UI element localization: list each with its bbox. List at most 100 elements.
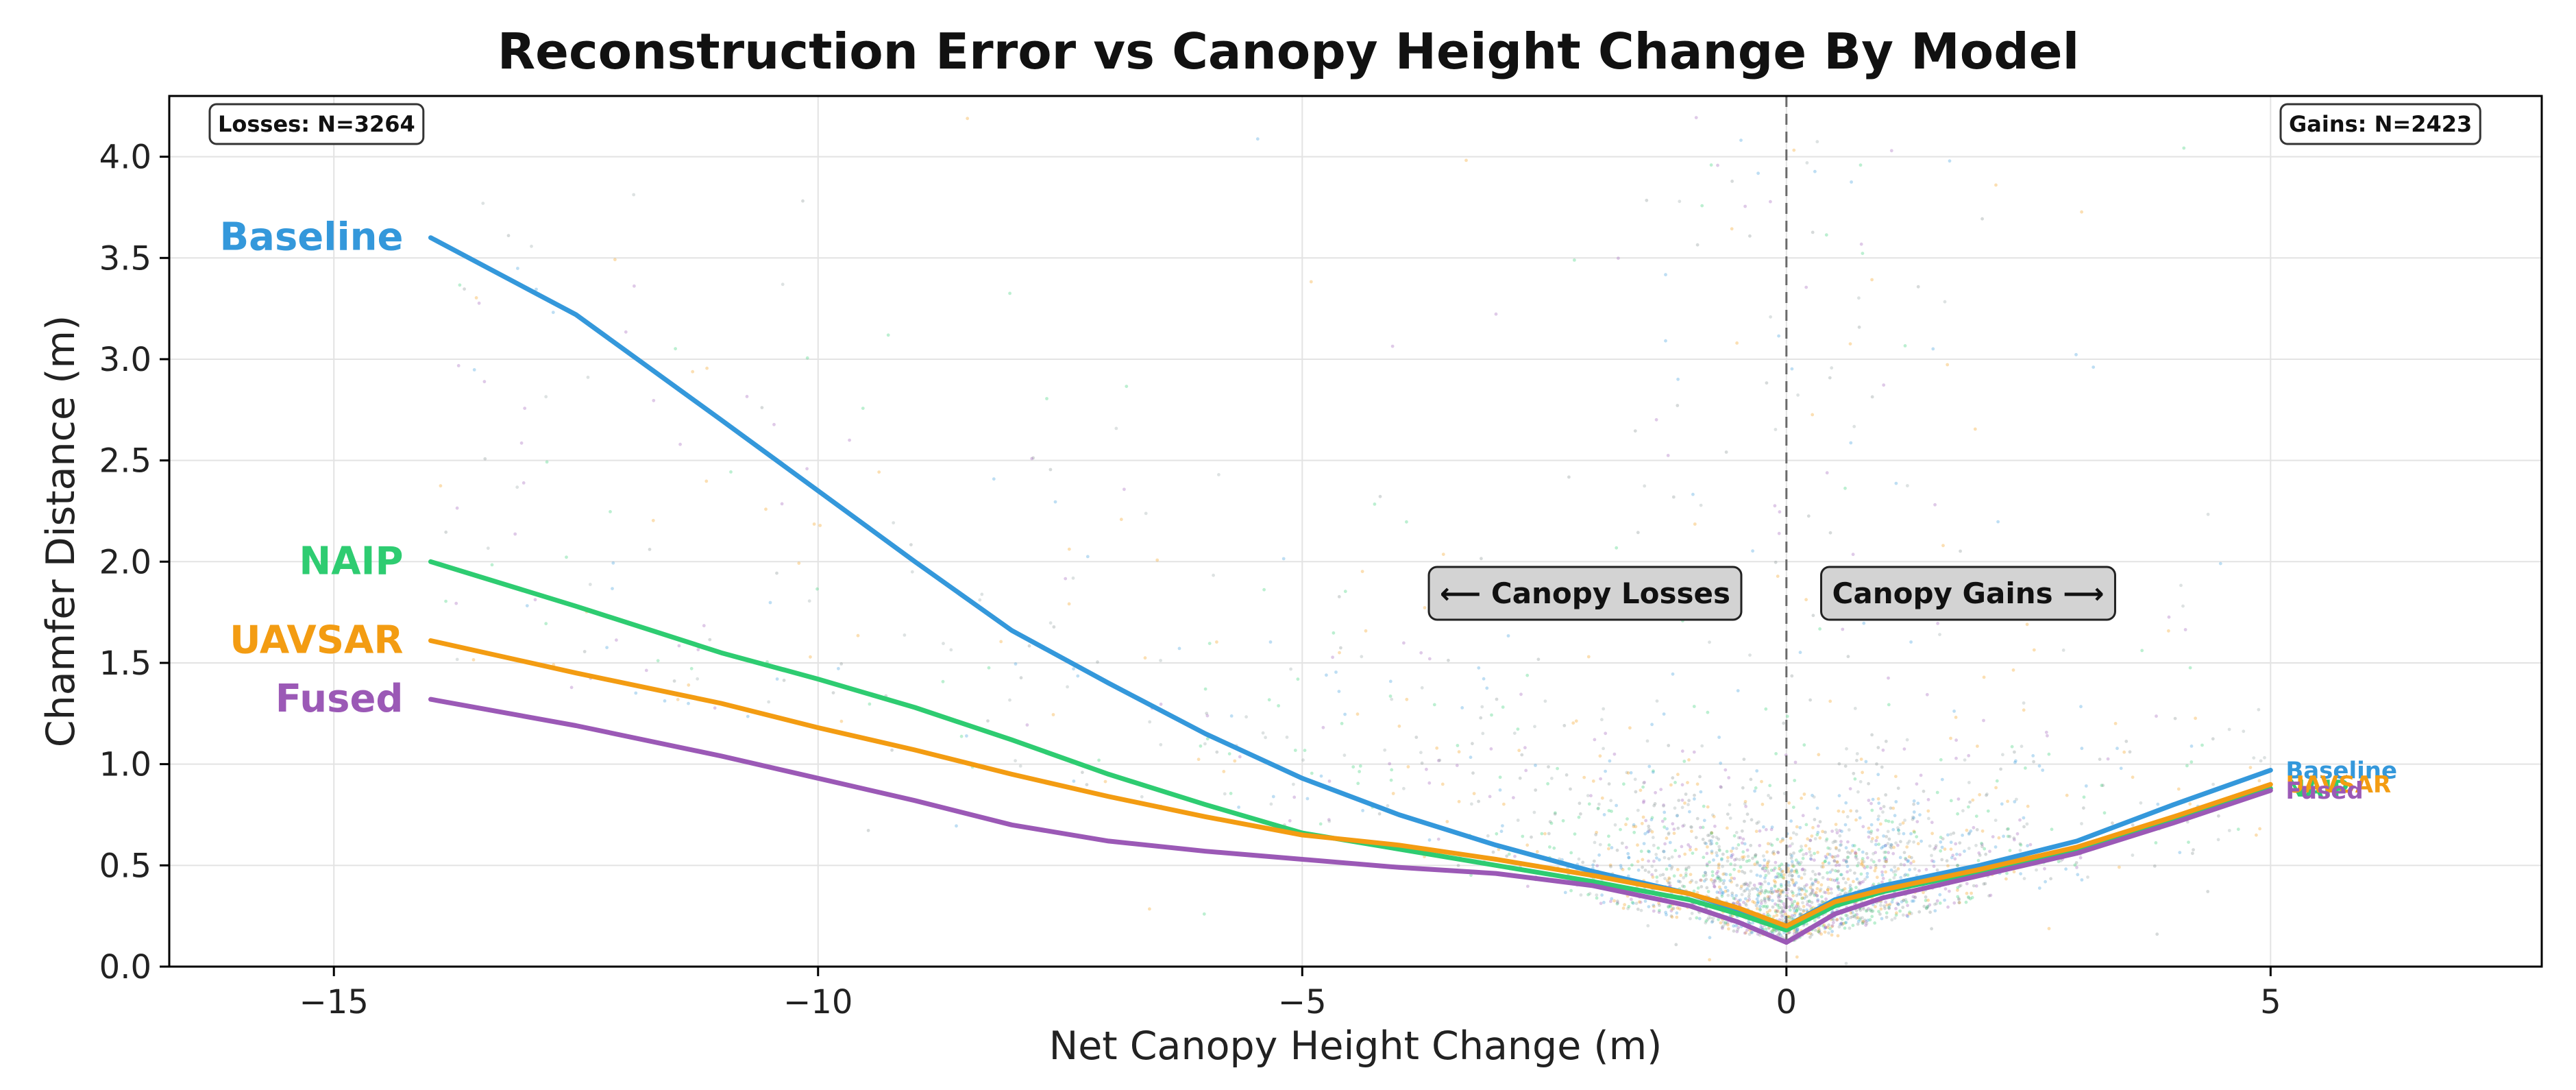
scatter-point xyxy=(1870,808,1874,812)
scatter-point xyxy=(1810,933,1814,936)
scatter-point xyxy=(1861,825,1865,829)
scatter-point xyxy=(1840,917,1844,921)
scatter-point xyxy=(1887,676,1890,680)
scatter-point xyxy=(1397,724,1401,728)
scatter-point xyxy=(1776,838,1780,841)
scatter-point xyxy=(2173,716,2177,720)
scatter-point xyxy=(1926,898,1930,902)
scatter-point xyxy=(1959,884,1963,887)
scatter-point xyxy=(1663,856,1667,860)
scatter-point xyxy=(1829,887,1833,891)
scatter-point xyxy=(624,330,628,334)
scatter-point xyxy=(1774,428,1778,431)
scatter-point xyxy=(1797,892,1801,896)
scatter-point xyxy=(1939,849,1943,853)
scatter-point xyxy=(1525,673,1530,677)
scatter-point xyxy=(1710,849,1714,853)
scatter-point xyxy=(1762,825,1765,829)
scatter-point xyxy=(1791,894,1795,897)
scatter-point xyxy=(1839,873,1843,877)
scatter-point xyxy=(1959,549,1963,553)
scatter-point xyxy=(1896,826,1900,829)
scatter-point xyxy=(1480,705,1484,709)
scatter-point xyxy=(1906,873,1910,877)
scatter-point xyxy=(1848,342,1852,346)
scatter-point xyxy=(1691,492,1695,496)
scatter-point xyxy=(1956,864,1959,867)
scatter-point xyxy=(1790,854,1794,858)
scatter-point xyxy=(1713,885,1717,888)
scatter-point xyxy=(1864,920,1868,924)
scatter-point xyxy=(1712,814,1716,819)
scatter-point xyxy=(1754,829,1758,834)
scatter-point xyxy=(1983,847,1987,851)
scatter-point xyxy=(1795,928,1800,932)
scatter-point xyxy=(1893,814,1897,818)
scatter-point xyxy=(1536,657,1541,662)
scatter-point xyxy=(1663,842,1667,846)
scatter-point xyxy=(1626,874,1630,878)
scatter-point xyxy=(1795,904,1798,908)
scatter-point xyxy=(1974,843,1978,847)
scatter-point xyxy=(1832,859,1837,863)
scatter-point xyxy=(1647,870,1651,874)
scatter-point xyxy=(1911,817,1915,821)
scatter-point xyxy=(1669,867,1673,871)
scatter-point xyxy=(2041,768,2045,772)
scatter-point xyxy=(1793,899,1797,904)
scatter-point xyxy=(1877,843,1881,846)
scatter-point xyxy=(1781,910,1785,913)
scatter-point xyxy=(1766,895,1770,899)
scatter-point xyxy=(1933,847,1937,851)
scatter-point xyxy=(1867,799,1871,802)
scatter-point xyxy=(1882,851,1887,854)
scatter-point xyxy=(1846,850,1850,854)
scatter-point xyxy=(2122,750,2126,754)
scatter-point xyxy=(1652,909,1656,913)
scatter-point xyxy=(1753,862,1757,867)
scatter-point xyxy=(1819,887,1823,891)
scatter-point xyxy=(1938,633,1941,636)
scatter-point xyxy=(1244,715,1248,719)
scatter-point xyxy=(1861,919,1864,923)
scatter-point xyxy=(1853,777,1857,781)
scatter-point xyxy=(1662,803,1666,807)
scatter-point xyxy=(1690,829,1693,833)
scatter-point xyxy=(1794,868,1798,872)
scatter-point xyxy=(1846,917,1850,921)
scatter-point xyxy=(676,698,680,701)
scatter-point xyxy=(1364,629,1368,633)
scatter-point xyxy=(1501,824,1504,827)
scatter-point xyxy=(2076,873,2080,877)
scatter-point xyxy=(2061,649,2065,652)
scatter-point xyxy=(1789,819,1793,823)
scatter-point xyxy=(837,666,840,670)
scatter-point xyxy=(609,510,612,513)
scatter-point xyxy=(1778,867,1781,871)
scatter-point xyxy=(1720,893,1724,896)
scatter-point xyxy=(2178,851,2182,854)
scatter-point xyxy=(1390,344,1395,348)
scatter-point xyxy=(2187,840,2190,844)
scatter-point xyxy=(1641,858,1645,862)
scatter-point xyxy=(1745,887,1750,891)
scatter-point xyxy=(1636,531,1640,535)
scatter-point xyxy=(2015,832,2020,836)
scatter-point xyxy=(1862,860,1866,864)
scatter-point xyxy=(2025,822,2029,826)
scatter-point xyxy=(1865,908,1869,912)
scatter-point xyxy=(2012,836,2016,840)
scatter-point xyxy=(775,677,779,681)
scatter-point xyxy=(1639,788,1643,792)
scatter-point xyxy=(1031,456,1035,460)
scatter-point xyxy=(1813,858,1816,862)
scatter-point xyxy=(1652,905,1656,908)
scatter-point xyxy=(1790,890,1794,893)
scatter-point xyxy=(1745,899,1750,903)
scatter-point xyxy=(1822,923,1826,927)
scatter-point xyxy=(1730,849,1733,853)
scatter-point xyxy=(1876,773,1880,777)
scatter-point xyxy=(1964,900,1968,904)
scatter-point xyxy=(1761,802,1765,806)
scatter-point xyxy=(1917,869,1922,873)
